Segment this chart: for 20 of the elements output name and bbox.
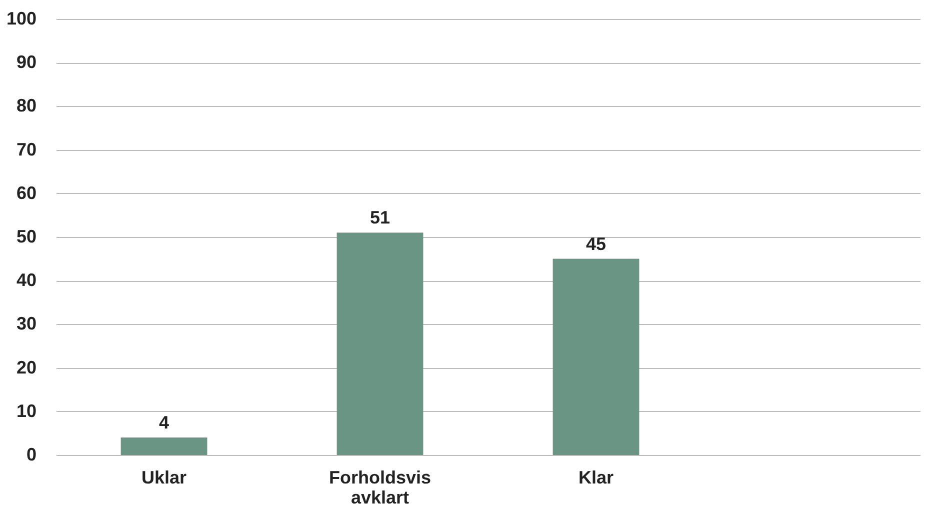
x-tick-label: Forholdsvis avklart xyxy=(328,468,432,508)
x-tick-label: Klar xyxy=(578,468,614,488)
y-tick-label: 40 xyxy=(16,270,36,290)
y-tick-label: 70 xyxy=(16,139,36,160)
data-label: 4 xyxy=(158,412,170,433)
y-tick-label: 90 xyxy=(16,52,36,72)
y-tick-label: 50 xyxy=(16,226,36,246)
y-tick-label: 100 xyxy=(6,8,36,28)
data-label: 45 xyxy=(586,234,606,254)
y-tick-label: 30 xyxy=(16,314,36,334)
y-tick-label: 0 xyxy=(26,444,36,464)
y-tick-label: 10 xyxy=(16,400,36,421)
y-tick-label: 60 xyxy=(16,182,36,203)
bar xyxy=(552,258,640,455)
data-label: 51 xyxy=(370,208,390,228)
y-tick-label: 20 xyxy=(16,357,36,378)
x-tick-label: Uklar xyxy=(141,468,187,488)
bar xyxy=(120,438,208,455)
y-tick-label: 80 xyxy=(16,96,36,116)
bar xyxy=(336,232,424,455)
